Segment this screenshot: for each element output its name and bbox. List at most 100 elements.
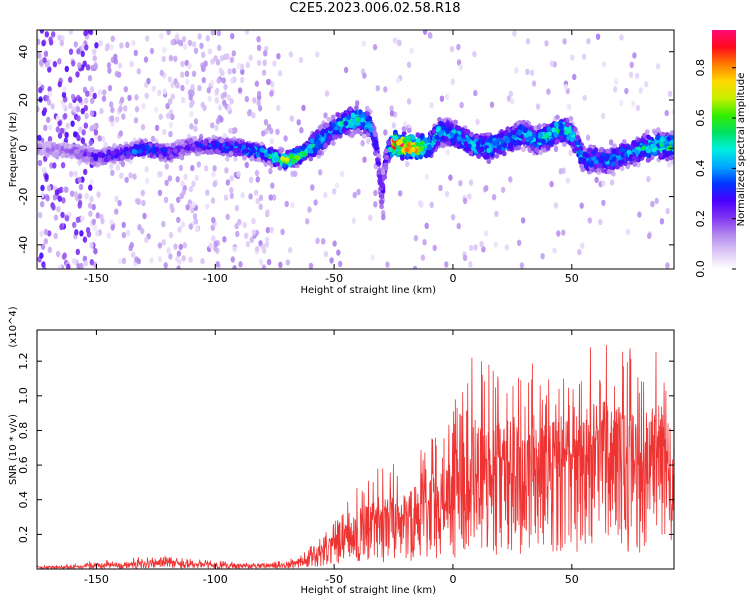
noise-speck: [140, 123, 146, 131]
noise-speck: [232, 265, 237, 269]
noise-speck: [458, 63, 463, 71]
noise-speck: [217, 44, 222, 51]
noise-speck: [373, 189, 378, 197]
noise-speck: [88, 210, 93, 217]
noise-speck: [385, 261, 390, 268]
noise-speck: [381, 213, 386, 221]
noise-speck: [229, 186, 234, 194]
noise-speck: [161, 239, 166, 246]
ridge-cell: [354, 105, 359, 111]
noise-speck: [128, 172, 133, 179]
noise-speck: [336, 249, 341, 256]
noise-speck: [39, 252, 44, 259]
noise-speck: [42, 107, 48, 114]
noise-speck: [85, 90, 90, 97]
noise-speck: [170, 81, 175, 89]
noise-speck: [46, 185, 52, 192]
noise-speck: [632, 52, 637, 59]
noise-speck: [422, 239, 427, 246]
noise-speck: [46, 99, 52, 106]
noise-speck: [154, 106, 159, 113]
ridge-cell: [513, 122, 519, 129]
noise-speck: [310, 184, 315, 191]
noise-speck: [429, 102, 434, 109]
noise-speck: [468, 261, 473, 268]
ridge-cell: [600, 167, 605, 173]
ridge-cell: [379, 204, 384, 210]
noise-speck: [144, 166, 149, 173]
noise-speck: [213, 55, 218, 62]
noise-speck: [239, 76, 245, 84]
noise-speck: [81, 129, 86, 136]
noise-speck: [248, 176, 254, 184]
noise-speck: [89, 195, 94, 203]
ridge-cell: [112, 143, 117, 149]
noise-speck: [288, 51, 294, 58]
noise-speck: [293, 170, 298, 177]
noise-speck: [261, 264, 267, 269]
ridge-cell: [330, 114, 336, 120]
noise-speck: [97, 89, 103, 96]
noise-speck: [102, 89, 107, 96]
noise-speck: [176, 196, 181, 203]
noise-speck: [561, 229, 566, 236]
noise-speck: [595, 33, 601, 40]
noise-speck: [283, 135, 288, 142]
noise-speck: [165, 102, 170, 110]
noise-speck: [671, 108, 674, 115]
noise-speck: [47, 246, 52, 253]
noise-speck: [323, 112, 328, 119]
noise-speck: [168, 121, 173, 128]
noise-speck: [45, 61, 50, 68]
noise-speck: [87, 202, 93, 209]
noise-speck: [207, 95, 212, 102]
noise-speck: [162, 88, 167, 95]
noise-speck: [323, 250, 329, 258]
noise-speck: [472, 50, 477, 58]
noise-speck: [193, 118, 199, 125]
noise-speck: [229, 192, 234, 199]
noise-speck: [544, 40, 549, 47]
noise-speck: [117, 62, 123, 69]
noise-speck: [251, 217, 256, 225]
noise-speck: [356, 188, 361, 196]
ridge-cell: [482, 135, 488, 141]
noise-speck: [206, 87, 211, 94]
noise-speck: [211, 235, 216, 242]
noise-speck: [278, 261, 283, 268]
noise-speck: [180, 71, 185, 78]
noise-speck: [245, 241, 251, 248]
noise-speck: [389, 110, 395, 117]
noise-speck: [237, 87, 243, 94]
noise-speck: [114, 116, 120, 123]
noise-speck: [121, 257, 127, 264]
noise-speck: [56, 206, 61, 213]
noise-speck: [146, 77, 151, 85]
noise-speck: [159, 33, 164, 40]
noise-speck: [40, 191, 45, 199]
noise-speck: [261, 69, 267, 76]
noise-speck: [54, 189, 60, 196]
noise-speck: [157, 89, 162, 97]
noise-speck: [117, 200, 122, 207]
ridge-cell: [517, 140, 523, 146]
noise-speck: [585, 134, 591, 141]
noise-speck: [175, 176, 180, 183]
noise-speck: [205, 203, 210, 210]
noise-speck: [491, 194, 497, 201]
noise-speck: [619, 34, 624, 41]
noise-speck: [59, 127, 65, 135]
ridge-cell: [406, 127, 412, 133]
noise-speck: [265, 209, 270, 216]
noise-speck: [200, 258, 205, 265]
noise-speck: [166, 247, 171, 254]
noise-speck: [508, 176, 513, 183]
noise-speck: [296, 119, 301, 126]
noise-speck: [391, 122, 396, 129]
noise-speck: [199, 42, 204, 49]
noise-speck: [134, 106, 140, 113]
noise-speck: [362, 72, 367, 79]
noise-speck: [266, 78, 271, 86]
noise-speck: [57, 58, 62, 65]
